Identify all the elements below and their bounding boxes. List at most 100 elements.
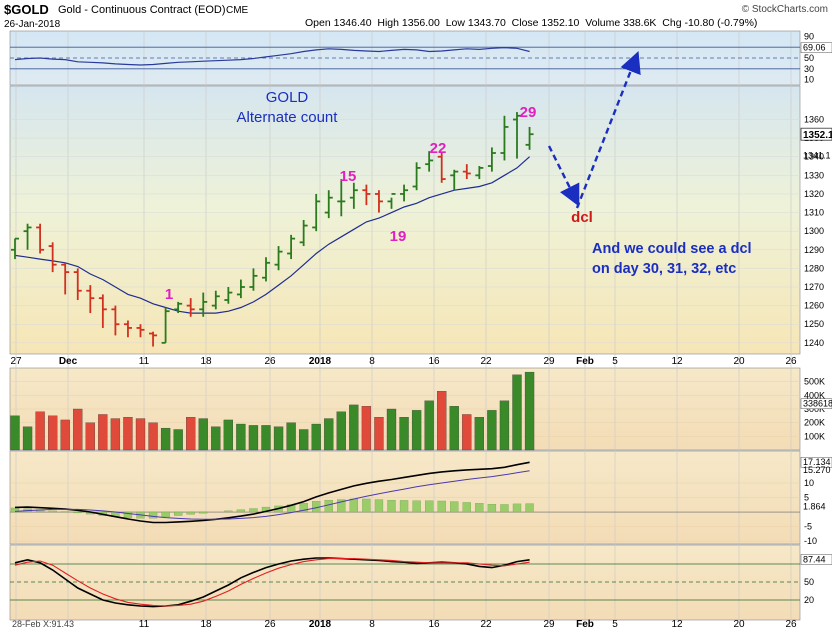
volume-tick-label: 300K	[804, 404, 825, 414]
price-tick-label: 1360	[804, 115, 824, 125]
volume-bar	[85, 422, 95, 451]
date-tick-label: 8	[369, 356, 375, 367]
rsi-indicator	[10, 46, 800, 70]
macd-histogram-value-label: 1.864	[803, 502, 826, 512]
volume-bar	[186, 417, 196, 451]
volume-bar	[524, 371, 535, 451]
price-bar	[337, 179, 346, 217]
price-bar	[174, 301, 183, 314]
macd-histogram-bar	[399, 500, 409, 513]
volume-bar	[411, 410, 422, 451]
volume-bar	[349, 404, 359, 451]
chart-annotations: GOLD Alternate count 1 15 19 22 29 dcl A…	[165, 51, 752, 303]
price-tick-label: 1240	[804, 338, 824, 348]
price-bar	[324, 190, 333, 219]
volume-bar	[499, 400, 510, 451]
footer-readout: 28-Feb X:91.43	[12, 619, 74, 628]
chart-date: 26-Jan-2018	[4, 19, 61, 30]
bottom-date-label: 2018	[309, 619, 332, 628]
volume-bar	[173, 429, 183, 451]
price-tick-label: 1340	[804, 152, 824, 162]
volume-bar	[437, 391, 447, 451]
macd-histogram-bar	[161, 511, 170, 518]
volume-bar	[361, 406, 372, 451]
bottom-date-label: 11	[139, 619, 150, 628]
stochastic-indicator	[10, 557, 800, 608]
date-tick-label: 20	[733, 356, 745, 367]
macd-histogram-bar	[450, 501, 459, 513]
volume-bar	[386, 408, 397, 451]
volume-bar	[135, 418, 146, 451]
price-bar	[111, 305, 120, 336]
price-bar	[211, 290, 220, 310]
rsi-tick-label: 50	[804, 53, 814, 63]
stochastic-tick-label: 50	[804, 577, 814, 587]
volume-bar	[211, 426, 221, 451]
volume-bar	[248, 425, 259, 451]
rsi-last-value-box	[800, 42, 832, 53]
macd-histogram-bar	[512, 503, 522, 513]
bottom-date-label: 20	[733, 619, 745, 628]
count-label-19: 19	[390, 228, 407, 245]
price-bar	[525, 126, 534, 150]
volume-bar	[512, 374, 522, 451]
price-bar	[374, 190, 383, 213]
price-tick-label: 1260	[804, 301, 824, 311]
bottom-date-label: 26	[264, 619, 276, 628]
price-bar	[98, 294, 107, 328]
date-tick-label: Dec	[59, 356, 78, 367]
price-panel	[9, 85, 801, 355]
volume-bar	[198, 418, 208, 451]
stockcharts-brand: © StockCharts.com	[742, 4, 828, 15]
volume-bar	[223, 419, 234, 451]
bottom-date-label: 22	[480, 619, 492, 628]
date-tick-label: 26	[264, 356, 276, 367]
macd-tick-label: 10	[804, 478, 814, 488]
price-bar	[48, 242, 57, 273]
bottom-date-label: 26	[785, 619, 797, 628]
macd-histogram-bar	[437, 500, 446, 513]
price-bar	[425, 151, 434, 172]
macd-histogram-bar	[500, 504, 509, 513]
bottom-date-label: 18	[200, 619, 212, 628]
macd-histogram-bar	[387, 499, 396, 513]
bottom-date-label: 16	[428, 619, 440, 628]
macd-histogram-bar	[462, 502, 471, 513]
stochastic-last-value-box	[800, 554, 832, 565]
price-bar	[362, 184, 371, 206]
macd-histogram-bar	[487, 504, 497, 513]
count-label-29: 29	[520, 104, 537, 121]
volume-bar	[298, 429, 309, 451]
price-bars	[11, 112, 534, 347]
macd-histogram-bar	[349, 498, 359, 513]
chart-header: $GOLD Gold - Continuous Contract (EOD) C…	[4, 2, 828, 30]
date-tick-label: 12	[671, 356, 683, 367]
macd-histogram-bar	[199, 511, 208, 514]
volume-tick-label: 100K	[804, 431, 825, 441]
price-bar	[287, 234, 296, 260]
macd-histogram-bar	[525, 503, 534, 513]
grid-lines	[10, 31, 800, 620]
volume-bar	[236, 423, 246, 451]
rsi-tick-label: 90	[804, 31, 814, 41]
bottom-date-label: 29	[543, 619, 555, 628]
price-tick-label: 1270	[804, 282, 824, 292]
volume-bar	[311, 423, 321, 451]
bottom-date-label: Feb	[576, 619, 594, 628]
volume-bar	[98, 414, 108, 451]
annotation-gold: GOLD	[266, 89, 309, 106]
price-bar	[186, 298, 195, 317]
date-tick-label: Feb	[576, 356, 594, 367]
macd-histogram-bar	[123, 511, 133, 518]
stochastic-panel	[9, 544, 801, 621]
bottom-date-label: 8	[369, 619, 375, 628]
macd-histogram-bar	[236, 509, 246, 513]
price-bar	[36, 223, 45, 254]
stochastic-tick-label: 20	[804, 595, 814, 605]
macd-histogram-bar	[362, 498, 371, 513]
macd-last-value-label: 17.134	[803, 457, 831, 467]
price-bar	[387, 193, 396, 209]
date-tick-label: 2018	[309, 356, 332, 367]
volume-bar	[22, 426, 33, 451]
price-tick-label: 1290	[804, 245, 824, 255]
